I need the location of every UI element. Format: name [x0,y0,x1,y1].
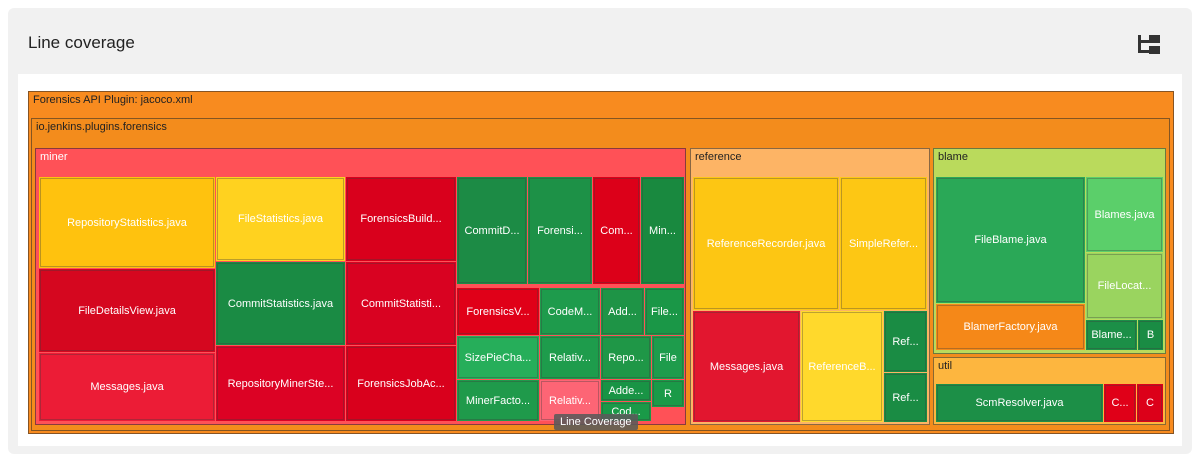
treemap-leaf[interactable]: Repo... [601,336,651,379]
leaf-label: Blame... [1091,329,1132,341]
leaf-label: FileDetailsView.java [78,304,176,317]
leaf-label: Relativ... [549,394,591,407]
leaf-label: FileBlame.java [974,234,1047,246]
treemap-leaf[interactable]: FileLocat... [1086,253,1163,319]
group-label: blame [938,151,968,163]
leaf-label: CommitStatisti... [360,297,442,310]
leaf-label: Adde... [608,384,644,397]
treemap-leaf[interactable]: SizePieCha... [457,336,539,379]
treemap-leaf[interactable]: R [652,380,684,407]
treemap-leaf[interactable]: Adde... [601,380,651,401]
treemap-leaf[interactable]: C [1137,384,1163,422]
card-title: Line coverage [28,33,135,52]
leaf-label: ForensicsBuild... [360,213,442,225]
treemap-leaf[interactable]: CodeM... [540,288,600,335]
leaf-label: MinerFacto... [465,394,531,407]
treemap-leaf[interactable]: Ref... [884,311,927,372]
tree-view-icon[interactable] [1136,32,1162,56]
treemap-leaf[interactable]: ScmResolver.java [936,384,1103,422]
treemap-leaf[interactable]: C... [1104,384,1136,422]
leaf-label: Add... [608,305,637,318]
leaf-label: CommitD... [464,224,520,237]
card-header: Line coverage [8,8,1192,74]
treemap-tooltip: Line Coverage [554,414,638,430]
leaf-label: Messages.java [90,381,164,393]
treemap-leaf[interactable]: Add... [601,288,644,335]
treemap-leaf[interactable]: B [1138,320,1163,350]
treemap-leaf[interactable]: CommitStatisti... [346,262,456,345]
leaf-label: Relativ... [549,351,591,364]
leaf-label: Min... [649,224,676,237]
leaf-label: RepositoryStatistics.java [67,216,187,229]
treemap-leaf[interactable]: ForensicsV... [457,288,539,335]
treemap-leaf[interactable]: FileDetailsView.java [39,269,215,352]
treemap-leaf[interactable]: File [652,336,684,379]
leaf-label: CommitStatistics.java [227,297,334,310]
leaf-label: BlamerFactory.java [963,321,1058,333]
leaf-label: Ref... [892,391,919,404]
treemap-leaf[interactable]: Min... [641,177,684,284]
group-label: io.jenkins.plugins.forensics [36,121,167,133]
treemap-leaf[interactable]: Messages.java [693,311,800,422]
treemap-leaf[interactable]: Blame... [1086,320,1137,350]
treemap-leaf[interactable]: MinerFacto... [457,380,539,421]
treemap-leaf[interactable]: RepositoryStatistics.java [39,177,215,268]
leaf-label: C [1146,397,1154,409]
treemap-leaf[interactable]: Relativ... [540,336,600,379]
group-label: util [938,360,953,372]
group-label: miner [40,151,68,163]
leaf-label: Ref... [892,335,919,348]
leaf-label: ForensicsJobAc... [357,377,445,390]
leaf-label: File... [651,305,678,318]
leaf-label: SizePieCha... [464,351,532,364]
leaf-label: FileLocat... [1097,280,1152,292]
treemap-leaf[interactable]: CommitD... [457,177,527,284]
treemap-leaf[interactable]: Forensi... [528,177,592,284]
leaf-label: ForensicsV... [466,305,530,318]
treemap-leaf[interactable]: SimpleRefer... [840,177,927,310]
treemap-leaf[interactable]: ForensicsJobAc... [346,346,456,421]
treemap-leaf[interactable]: ReferenceRecorder.java [693,177,839,310]
treemap-leaf[interactable]: Blames.java [1086,177,1163,252]
leaf-label: Com... [600,224,633,237]
leaf-label: Forensi... [537,224,583,237]
leaf-label: RepositoryMinerSte... [227,377,334,390]
leaf-label: SimpleRefer... [848,237,919,250]
group-label: Forensics API Plugin: jacoco.xml [33,94,193,106]
treemap-leaf[interactable]: FileStatistics.java [216,177,345,261]
coverage-treemap[interactable]: Forensics API Plugin: jacoco.xml io.jenki… [28,91,1174,434]
treemap-leaf[interactable]: BlamerFactory.java [936,304,1085,350]
leaf-label: B [1146,329,1155,341]
leaf-label: Repo... [608,351,644,364]
leaf-label: File [659,351,677,364]
treemap-leaf[interactable]: Messages.java [39,353,215,421]
leaf-label: Blames.java [1094,208,1155,221]
treemap-leaf[interactable]: FileBlame.java [936,177,1085,303]
leaf-label: Messages.java [709,360,784,373]
treemap-leaf[interactable]: CommitStatistics.java [216,262,345,345]
leaf-label: FileStatistics.java [238,213,323,225]
treemap-leaf[interactable]: ReferenceB... [801,311,883,422]
treemap-leaf[interactable]: Com... [593,177,640,284]
group-label: reference [695,151,742,163]
leaf-label: C... [1111,397,1129,409]
leaf-label: ReferenceRecorder.java [706,237,826,250]
treemap-leaf[interactable]: ForensicsBuild... [346,177,456,261]
leaf-label: ScmResolver.java [975,397,1064,409]
leaf-label: ReferenceB... [808,360,876,373]
leaf-label: CodeM... [547,305,593,318]
treemap-leaf[interactable]: Ref... [884,373,927,422]
treemap-leaf[interactable]: File... [645,288,684,335]
treemap-leaf[interactable]: RepositoryMinerSte... [216,346,345,421]
leaf-label: R [664,387,672,400]
